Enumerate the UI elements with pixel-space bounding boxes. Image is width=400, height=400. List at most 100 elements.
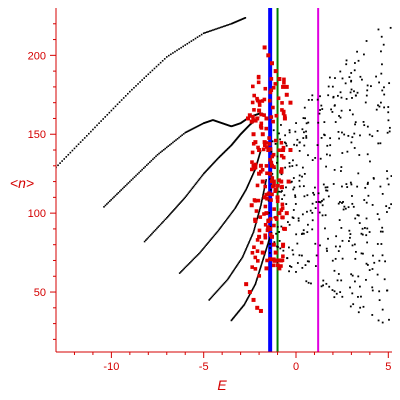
black-curve-2-point [181, 199, 183, 202]
black-scatter-point [318, 112, 321, 115]
red-point [270, 192, 274, 197]
black-curve-4-point [261, 196, 264, 199]
black-scatter-point [365, 201, 368, 204]
black-scatter-point [320, 104, 323, 107]
red-point [252, 166, 257, 170]
black-curve-3-point [191, 259, 193, 262]
red-point [264, 116, 269, 121]
black-curve-4-point [236, 263, 239, 266]
black-scatter-point [373, 261, 376, 264]
black-scatter-point [350, 183, 353, 186]
red-point [250, 160, 254, 164]
black-curve-2-point [190, 188, 193, 191]
black-curve-2-point [189, 189, 192, 192]
black-curve-3-point [247, 184, 250, 186]
black-scatter-point [333, 104, 336, 107]
black-curve-3-point [201, 249, 203, 251]
black-curve-3-point [234, 207, 236, 210]
black-scatter-point [280, 225, 283, 228]
black-curve-5-point [238, 309, 241, 312]
black-curve-3-point [185, 265, 188, 268]
black-scatter-point [311, 219, 314, 222]
black-scatter-point [337, 202, 340, 205]
black-scatter-point [276, 155, 279, 158]
black-scatter-point [322, 284, 325, 287]
black-curve-0-point [218, 27, 220, 29]
black-scatter-point [371, 314, 374, 316]
black-curve-1-point [123, 186, 125, 188]
red-point [279, 153, 284, 158]
black-curve-3-point [258, 153, 261, 156]
black-scatter-point [337, 273, 340, 275]
black-curve-5-point [253, 284, 256, 287]
black-scatter-point [310, 282, 312, 285]
black-curve-4-point [241, 256, 244, 259]
black-scatter-point [329, 137, 332, 140]
black-curve-4-point [233, 268, 236, 271]
red-point [250, 150, 255, 155]
black-curve-1-point [173, 140, 176, 143]
black-curve-5-point [268, 238, 271, 241]
red-point [251, 114, 255, 119]
black-scatter-point [291, 165, 294, 167]
black-curve-3-point [249, 178, 252, 181]
black-scatter-point [286, 221, 289, 223]
black-scatter-point [377, 104, 379, 107]
black-curve-0-point [200, 33, 203, 36]
black-scatter-point [372, 177, 375, 179]
black-curve-2-point [206, 168, 209, 171]
black-curve-3-point [224, 221, 226, 223]
black-curve-5-point [266, 245, 269, 247]
black-curve-3-point [248, 181, 251, 184]
red-point [259, 240, 264, 245]
black-scatter-point [301, 166, 304, 169]
black-scatter-point [354, 123, 356, 126]
black-curve-4-point [249, 239, 251, 242]
black-curve-4-point [263, 188, 266, 190]
black-curve-2-point [152, 231, 155, 234]
black-curve-0-point [149, 71, 152, 74]
black-scatter-point [359, 306, 362, 309]
black-scatter-point [341, 131, 343, 134]
black-curve-0-point [157, 63, 160, 66]
black-curve-0-point [116, 103, 119, 106]
black-curve-5-point [251, 289, 254, 291]
black-curve-0-point [221, 26, 223, 28]
black-curve-5-point [242, 304, 245, 307]
black-scatter-point [316, 144, 319, 146]
black-scatter-point [279, 247, 282, 250]
black-scatter-point [341, 257, 344, 260]
black-scatter-point [336, 279, 339, 282]
black-curve-5-point [261, 260, 264, 263]
black-curve-1-point [132, 177, 134, 180]
black-scatter-point [349, 181, 352, 184]
black-scatter-point [345, 59, 348, 62]
red-point [263, 184, 267, 189]
black-scatter-point [286, 257, 288, 259]
black-curve-1-point [175, 139, 177, 141]
black-scatter-point [332, 95, 335, 98]
black-scatter-point [357, 214, 360, 217]
black-scatter-point [351, 202, 354, 205]
black-scatter-point [335, 235, 338, 238]
red-point [271, 179, 276, 184]
black-curve-0-point [153, 67, 156, 70]
black-scatter-point [341, 77, 344, 80]
black-curve-3-point [220, 226, 223, 228]
black-curve-3-point [219, 227, 222, 229]
black-scatter-point [334, 77, 336, 79]
black-curve-2-point [170, 212, 172, 215]
black-scatter-point [362, 252, 364, 255]
red-point [252, 93, 257, 98]
black-curve-3-point [253, 171, 255, 174]
black-curve-4-point [262, 192, 265, 195]
red-point [273, 189, 277, 193]
black-curve-1-point [188, 129, 191, 132]
black-curve-4-point [230, 272, 233, 275]
black-curve-2-point [200, 175, 203, 178]
red-point [264, 266, 269, 271]
black-scatter-point [360, 232, 363, 235]
black-curve-1-point [193, 127, 196, 129]
red-point [273, 250, 278, 255]
black-scatter-point [381, 63, 383, 66]
